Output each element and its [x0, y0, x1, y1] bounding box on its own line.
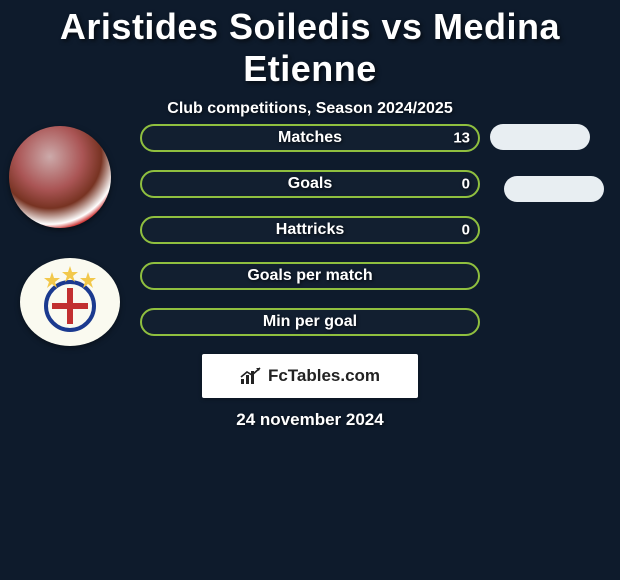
stat-label: Goals per match — [247, 267, 372, 285]
stat-row-gpm: Goals per match — [140, 262, 480, 290]
stat-label: Matches — [278, 129, 342, 147]
stat-label: Hattricks — [276, 221, 344, 239]
stat-row-hattricks: Hattricks 0 — [140, 216, 480, 244]
stat-row-mpg: Min per goal — [140, 308, 480, 336]
page-subtitle: Club competitions, Season 2024/2025 — [0, 100, 620, 118]
right-pill-goals — [504, 176, 604, 202]
stat-label: Goals — [288, 175, 332, 193]
team-badge — [20, 258, 120, 346]
brand-text: FcTables.com — [268, 366, 380, 386]
player-avatar — [9, 126, 111, 228]
stat-value-left: 0 — [462, 176, 470, 193]
date-label: 24 november 2024 — [0, 410, 620, 430]
stat-label: Min per goal — [263, 313, 357, 331]
stat-value-left: 13 — [453, 130, 470, 147]
stats-rows: Matches 13 Goals 0 Hattricks 0 Goals per… — [140, 124, 480, 354]
stat-row-goals: Goals 0 — [140, 170, 480, 198]
page-title: Aristides Soiledis vs Medina Etienne — [0, 0, 620, 90]
chart-icon — [240, 367, 262, 385]
right-pill-matches — [490, 124, 590, 150]
brand-badge: FcTables.com — [202, 354, 418, 398]
stat-row-matches: Matches 13 — [140, 124, 480, 152]
stat-value-left: 0 — [462, 222, 470, 239]
